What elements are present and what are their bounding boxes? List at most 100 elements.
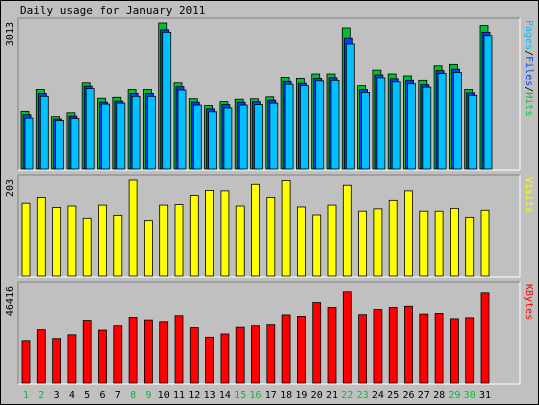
x-tick-label-day-27: 27 [418, 390, 430, 401]
x-tick-label-day-23: 23 [357, 390, 369, 401]
x-tick-label-day-26: 26 [402, 390, 414, 401]
bar-pages-day-8 [131, 95, 141, 170]
x-tick-label-day-9: 9 [145, 390, 151, 401]
bar-kbytes-day-14 [220, 333, 230, 384]
bar-kbytes-day-22 [342, 291, 352, 384]
bar-pages-day-1 [24, 117, 34, 170]
bar-pages-day-2 [39, 95, 49, 170]
x-tick-label-day-4: 4 [69, 390, 75, 401]
bar-pages-day-22 [345, 43, 355, 170]
bar-pages-day-5 [85, 88, 95, 170]
bar-pages-day-7 [116, 102, 126, 170]
bar-kbytes-day-8 [128, 317, 138, 384]
bar-pages-day-4 [70, 118, 80, 170]
bar-kbytes-day-26 [404, 305, 413, 384]
chart-panel-1: 3013 Pages/Files/Hits [5, 17, 534, 171]
bar-visits-day-5 [82, 217, 92, 277]
bar-visits-day-6 [98, 204, 107, 277]
bar-kbytes-day-3 [52, 338, 61, 384]
bar-pages-day-12 [192, 104, 202, 170]
bar-kbytes-day-5 [82, 320, 92, 384]
bar-pages-day-31 [483, 35, 493, 170]
bar-visits-day-31 [480, 209, 490, 277]
bar-kbytes-day-21 [327, 307, 337, 384]
bar-pages-day-26 [407, 83, 416, 170]
bar-kbytes-day-16 [251, 325, 260, 384]
series-label-part: KBytes [523, 284, 534, 320]
bar-visits-day-1 [21, 202, 31, 277]
y-axis-max-label: 46416 [5, 286, 16, 316]
bar-pages-day-15 [238, 104, 248, 170]
x-tick-label-day-28: 28 [433, 390, 445, 401]
bar-visits-day-29 [449, 207, 459, 277]
bar-visits-day-19 [296, 206, 306, 277]
bar-visits-day-4 [67, 205, 77, 277]
series-label-part: Files [523, 56, 534, 86]
bar-pages-day-10 [162, 31, 172, 170]
x-tick-label-day-5: 5 [84, 390, 90, 401]
bar-visits-day-7 [113, 215, 123, 277]
x-tick-label-day-30: 30 [464, 390, 476, 401]
bar-visits-day-13 [205, 190, 215, 277]
bar-visits-day-11 [174, 204, 184, 277]
series-label-part: Pages [523, 20, 534, 50]
x-tick-label-day-31: 31 [479, 390, 491, 401]
bar-kbytes-day-6 [98, 329, 107, 384]
bar-visits-day-18 [281, 180, 291, 277]
bar-pages-day-3 [55, 120, 64, 170]
bar-visits-day-16 [251, 183, 260, 277]
bar-pages-day-17 [269, 102, 279, 170]
series-label-part: / [523, 86, 534, 92]
y-axis-max-label: 3013 [5, 22, 16, 46]
bar-pages-day-19 [299, 85, 309, 170]
bar-pages-day-16 [254, 104, 263, 170]
bar-kbytes-day-19 [296, 316, 306, 384]
x-tick-label-day-21: 21 [326, 390, 338, 401]
x-tick-label-day-3: 3 [54, 390, 60, 401]
chart-panel-3: 46416 KBytes [5, 281, 534, 385]
x-tick-label-day-11: 11 [173, 390, 185, 401]
bar-visits-day-24 [373, 208, 383, 277]
bar-kbytes-day-23 [358, 314, 368, 384]
bar-kbytes-day-18 [281, 314, 291, 384]
bar-pages-day-28 [437, 73, 447, 170]
x-tick-label-day-18: 18 [280, 390, 292, 401]
bar-kbytes-day-2 [36, 329, 46, 384]
bar-kbytes-day-31 [480, 292, 490, 384]
bar-kbytes-day-4 [67, 334, 77, 384]
bar-visits-day-20 [312, 214, 322, 277]
bar-visits-day-9 [143, 220, 153, 277]
bar-visits-day-28 [434, 210, 444, 277]
bar-pages-day-11 [177, 89, 187, 170]
bar-visits-day-21 [327, 204, 337, 277]
x-tick-label-day-12: 12 [188, 390, 200, 401]
bar-visits-day-23 [358, 210, 368, 277]
bar-pages-day-29 [452, 72, 462, 170]
bar-kbytes-day-1 [21, 340, 31, 384]
bar-visits-day-26 [404, 190, 413, 277]
x-tick-label-day-2: 2 [38, 390, 44, 401]
bar-kbytes-day-17 [266, 324, 276, 384]
bar-kbytes-day-12 [189, 327, 199, 384]
bar-visits-day-22 [342, 184, 352, 277]
x-tick-label-day-22: 22 [341, 390, 353, 401]
x-tick-label-day-1: 1 [23, 390, 29, 401]
y-axis-series-label: Pages/Files/Hits [523, 20, 534, 116]
x-axis-labels: 1 2 3 4 5 6 7 8 9 10 11 12 13 14 15 16 17 18 19 20 21 22 23 24 2… [23, 390, 491, 401]
bar-pages-day-21 [330, 79, 340, 170]
bar-visits-day-2 [36, 197, 46, 277]
bar-pages-day-24 [376, 77, 386, 170]
x-tick-label-day-14: 14 [219, 390, 231, 401]
bar-pages-day-14 [223, 107, 233, 170]
bar-visits-day-25 [388, 199, 398, 277]
bar-pages-day-18 [284, 83, 294, 170]
x-tick-label-day-15: 15 [234, 390, 246, 401]
bar-pages-day-13 [208, 111, 218, 170]
bar-kbytes-day-13 [205, 336, 215, 384]
bar-pages-day-27 [422, 86, 432, 170]
y-axis-series-label: Visits [523, 177, 534, 213]
bar-kbytes-day-11 [174, 315, 184, 384]
